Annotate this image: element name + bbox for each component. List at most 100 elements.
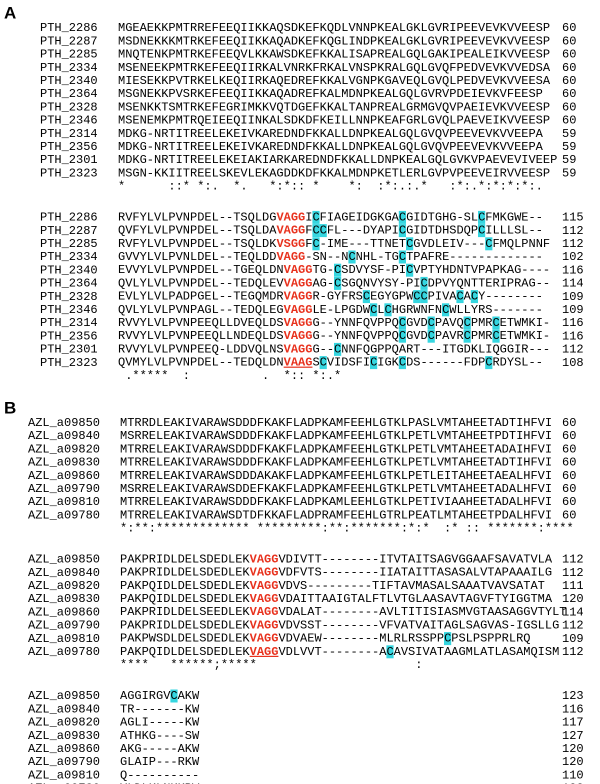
sequence: MSENEMKPMTRQEIEEQIINKALSDKDFKEILLNNPKEAF… bbox=[118, 114, 550, 128]
end-position: 114 bbox=[562, 277, 584, 291]
sequence-name: PTH_2301 bbox=[40, 153, 98, 167]
residue-highlight bbox=[312, 210, 320, 224]
residue-highlight bbox=[492, 329, 500, 343]
sequence: MTRRELEAKIVARAWSDDDAKAKFLADPKAMFEEHLGTKL… bbox=[120, 469, 552, 483]
residue-highlight bbox=[420, 290, 428, 304]
sequence-name: PTH_2364 bbox=[40, 277, 98, 291]
end-position: 60 bbox=[562, 429, 576, 443]
sequence: AGGIRGVCAKW bbox=[120, 689, 200, 703]
sequence-name: PTH_2286 bbox=[40, 21, 98, 35]
sequence: MTRRELEAKIVARAWSDDDFKAKFLADPKAMFEEHLGTKL… bbox=[120, 456, 552, 470]
residue-highlight bbox=[485, 356, 493, 370]
residue-highlight bbox=[420, 276, 428, 290]
sequence-name: PTH_2328 bbox=[40, 100, 98, 114]
sequence: RVFYLVLPVNPDEL--TSQLDKVSGGFC-IME---TTNET… bbox=[118, 237, 550, 251]
end-position: 59 bbox=[562, 153, 576, 167]
end-position: 60 bbox=[562, 416, 576, 430]
sequence: PAKPQIDLDELSDEDLEKVAGGVDVS---------TIFTA… bbox=[120, 579, 545, 593]
sequence-name: AZL_a09840 bbox=[28, 566, 100, 580]
sequence: AKG-----AKW bbox=[120, 742, 200, 756]
alignment-block: AZL_a09850 PAKPRIDLDELSDEDLEKVAGGVDIVTT--… bbox=[28, 553, 584, 673]
end-position: 116 bbox=[562, 702, 584, 716]
sequence-name: AZL_a09820 bbox=[28, 716, 100, 730]
sequence: MGEAEKKPMTRREFEEQIIKKAQSDKEFKQDLVNNPKEAL… bbox=[118, 21, 550, 35]
end-position: 120 bbox=[562, 592, 584, 606]
end-position: 123 bbox=[562, 689, 584, 703]
end-position: 60 bbox=[562, 48, 576, 62]
sequence-name: AZL_a09860 bbox=[28, 469, 100, 483]
sequence-name: AZL_a09860 bbox=[28, 742, 100, 756]
end-position: 112 bbox=[562, 619, 584, 633]
residue-highlight bbox=[406, 263, 414, 277]
sequence-name: PTH_2334 bbox=[40, 61, 98, 75]
sequence: MDKG-NRTITREELEKEIVKAREDNDFKKALLDNPKEALG… bbox=[118, 127, 544, 141]
sequence: MTRRELEAKIVARAWSDDDFKAKFLADPKAMFEEHLGTKL… bbox=[120, 442, 552, 456]
sequence-name: AZL_a09860 bbox=[28, 605, 100, 619]
end-position: 112 bbox=[562, 645, 584, 659]
residue-highlight bbox=[427, 316, 435, 330]
sequence-name: PTH_2286 bbox=[40, 211, 98, 225]
end-position: 116 bbox=[562, 329, 584, 343]
end-position: 115 bbox=[562, 211, 584, 225]
end-position: 120 bbox=[562, 755, 584, 769]
sequence-name: AZL_a09780 bbox=[28, 782, 100, 784]
sequence-name: PTH_2285 bbox=[40, 237, 98, 251]
sequence: RVVYLVLPVNPEEQLLNDEQLDSVAGGG--YNNFQVPPQC… bbox=[118, 329, 550, 343]
end-position: 60 bbox=[562, 74, 576, 88]
sequence-name: AZL_a09790 bbox=[28, 755, 100, 769]
sequence: MNQTENKPMTRKEFEEQVLKKAWSDKEFKKALISAPREAL… bbox=[118, 48, 550, 62]
end-position: 59 bbox=[562, 166, 576, 180]
sequence: AGLI-----KW bbox=[120, 716, 200, 730]
sequence: EVVYLVLPVNPDEL--TGEQLDNVAGGTG-CSDVYSF-PI… bbox=[118, 263, 550, 277]
sequence-name: AZL_a09780 bbox=[28, 508, 100, 522]
sequence: Q---------- bbox=[120, 768, 199, 782]
residue-highlight bbox=[398, 329, 406, 343]
sequence: MTRRDLEAKIVARAWSDDDFKAKFLADPKAMFEEHLGTKL… bbox=[120, 416, 552, 430]
sequence: PAKPQIDLDELSDEDLEKVAGGVDAITTAAIGTALFTLVT… bbox=[120, 592, 553, 606]
residue-highlight bbox=[334, 342, 342, 356]
sequence-name: PTH_2346 bbox=[40, 114, 98, 128]
sequence-name: PTH_2328 bbox=[40, 290, 98, 304]
residue-highlight bbox=[427, 329, 435, 343]
residue-highlight bbox=[319, 356, 327, 370]
sequence: PAKPRIDLDELSDEDLEKVAGGVDIVTT--------ITVT… bbox=[120, 553, 553, 567]
sequence-name: PTH_2346 bbox=[40, 303, 98, 317]
sequence: MSGN-KKIITREELSKEVLEKAGDDKDFKKALMDNPKETL… bbox=[118, 166, 550, 180]
sequence-name: PTH_2356 bbox=[40, 140, 98, 154]
residue-highlight bbox=[398, 250, 406, 264]
sequence-name: PTH_2340 bbox=[40, 263, 98, 277]
sequence: ATHKG----SW bbox=[120, 729, 200, 743]
alignment-block: AZL_a09850 AGGIRGVCAKW 123 AZL_a09840 TR----… bbox=[28, 689, 584, 784]
residue-highlight bbox=[478, 224, 486, 238]
panel-label: A bbox=[4, 3, 16, 22]
end-position: 112 bbox=[562, 237, 584, 251]
end-position: 60 bbox=[562, 508, 576, 522]
sequence-name: AZL_a09830 bbox=[28, 456, 100, 470]
sequence: MTRRELEAKIVARAWSDTDFKKAFLADPRAMFEEHLGTRL… bbox=[120, 508, 552, 522]
sequence: MSDNEKKKMTRKEFEEQIIKKAQADKEFKQGLINDPKEAL… bbox=[118, 34, 550, 48]
sequence-name: PTH_2287 bbox=[40, 34, 98, 48]
sequence-name: PTH_2334 bbox=[40, 250, 98, 264]
residue-highlight bbox=[319, 224, 327, 238]
sequence-name: AZL_a09830 bbox=[28, 592, 100, 606]
residue-highlight bbox=[312, 224, 320, 238]
end-position: 116 bbox=[562, 316, 584, 330]
sequence: MSENEEKPMTRKEFEEQIIRKALVNRKFRKALVNSPKRAL… bbox=[118, 61, 551, 75]
end-position: 110 bbox=[562, 768, 584, 782]
sequence: MDKG-NRTITREELEKEIVKAREDNDFKKALLDNPKEALG… bbox=[118, 140, 544, 154]
sequence-name: PTH_2323 bbox=[40, 166, 98, 180]
residue-highlight bbox=[170, 689, 178, 703]
residue-highlight bbox=[398, 224, 406, 238]
end-position: 60 bbox=[562, 87, 576, 101]
consensus: .***** : . *:: *:.* bbox=[118, 369, 341, 383]
end-position: 112 bbox=[562, 224, 584, 238]
residue-highlight bbox=[398, 316, 406, 330]
end-position: 112 bbox=[562, 553, 584, 567]
alignment-block: PTH_2286 MGEAEKKPMTRREFEEQIIKKAQSDKEFKQDL… bbox=[40, 21, 576, 193]
residue-highlight bbox=[370, 356, 378, 370]
end-position: 60 bbox=[562, 469, 576, 483]
sequence-name: AZL_a09820 bbox=[28, 442, 100, 456]
residue-highlight bbox=[398, 356, 406, 370]
alignment-block: AZL_a09850 MTRRDLEAKIVARAWSDDDFKAKFLADPKA… bbox=[28, 416, 576, 536]
panel-label: B bbox=[4, 398, 16, 417]
